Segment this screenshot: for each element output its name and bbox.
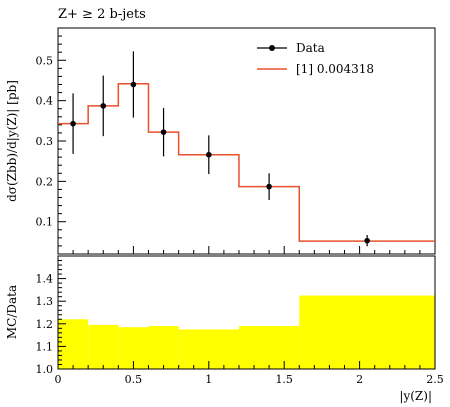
y-tick-label: 0.1 [36,216,54,229]
ratio-band [58,295,435,369]
ratio-y-tick-label: 1.1 [36,340,54,353]
ratio-panel: 1.0 1.1 1.2 1.3 1.4 0 0.5 1 1.5 2 2.5 MC/Data |y(… [5,255,444,403]
data-point [100,103,107,109]
x-tick-label: 2 [356,373,363,386]
ratio-y-tick-label: 1.0 [36,363,54,376]
data-series [70,51,370,247]
data-point [130,81,137,88]
x-tick-label: 0.5 [125,373,143,386]
mc-step-line [58,82,435,242]
data-point [160,129,167,135]
y-tick-label: 0.3 [36,135,54,148]
main-y-axis: 0.1 0.2 0.3 0.4 0.5 [36,27,66,255]
main-x-ticks [57,246,436,254]
main-y-label: dσ(Zbb)/d|y(Z)| [pb] [5,80,19,202]
legend: Data [1] 0.004318 [257,41,374,76]
ratio-bar [238,326,300,369]
x-tick-label: 0 [55,373,62,386]
ratio-y-tick-label: 1.4 [36,273,54,286]
mc-prediction-series [58,82,435,242]
ratio-frame [57,255,436,370]
ratio-bar [88,324,119,369]
y-tick-label: 0.4 [36,95,54,108]
main-panel: 0.1 0.2 0.3 0.4 0.5 dσ(Zbb)/d|y(Z)| [pb] Dat… [5,27,436,255]
y-tick-label: 0.5 [36,54,54,67]
data-point [206,151,212,158]
y-tick-label: 0.2 [36,175,54,188]
legend-data-label: Data [296,41,325,55]
x-axis: 0 0.5 1 1.5 2 2.5 [55,361,444,386]
ratio-y-tick-label: 1.2 [36,318,54,331]
ratio-bar [58,319,89,369]
chart-title: Z+ ≥ 2 b-jets [58,7,146,22]
data-point [266,183,272,190]
x-tick-label: 2.5 [426,373,444,386]
legend-mc-label: [1] 0.004318 [296,62,374,76]
data-point [364,237,370,244]
ratio-y-label: MC/Data [5,285,19,339]
data-point [70,120,76,127]
legend-data-marker [269,45,275,51]
ratio-bar [148,326,179,369]
ratio-bar [299,295,435,369]
x-tick-label: 1.5 [275,373,293,386]
main-frame [57,27,436,255]
ratio-y-tick-label: 1.3 [36,295,54,308]
x-tick-label: 1 [205,373,212,386]
x-axis-label: |y(Z)| [399,389,432,403]
ratio-y-axis: 1.0 1.1 1.2 1.3 1.4 [36,260,66,376]
